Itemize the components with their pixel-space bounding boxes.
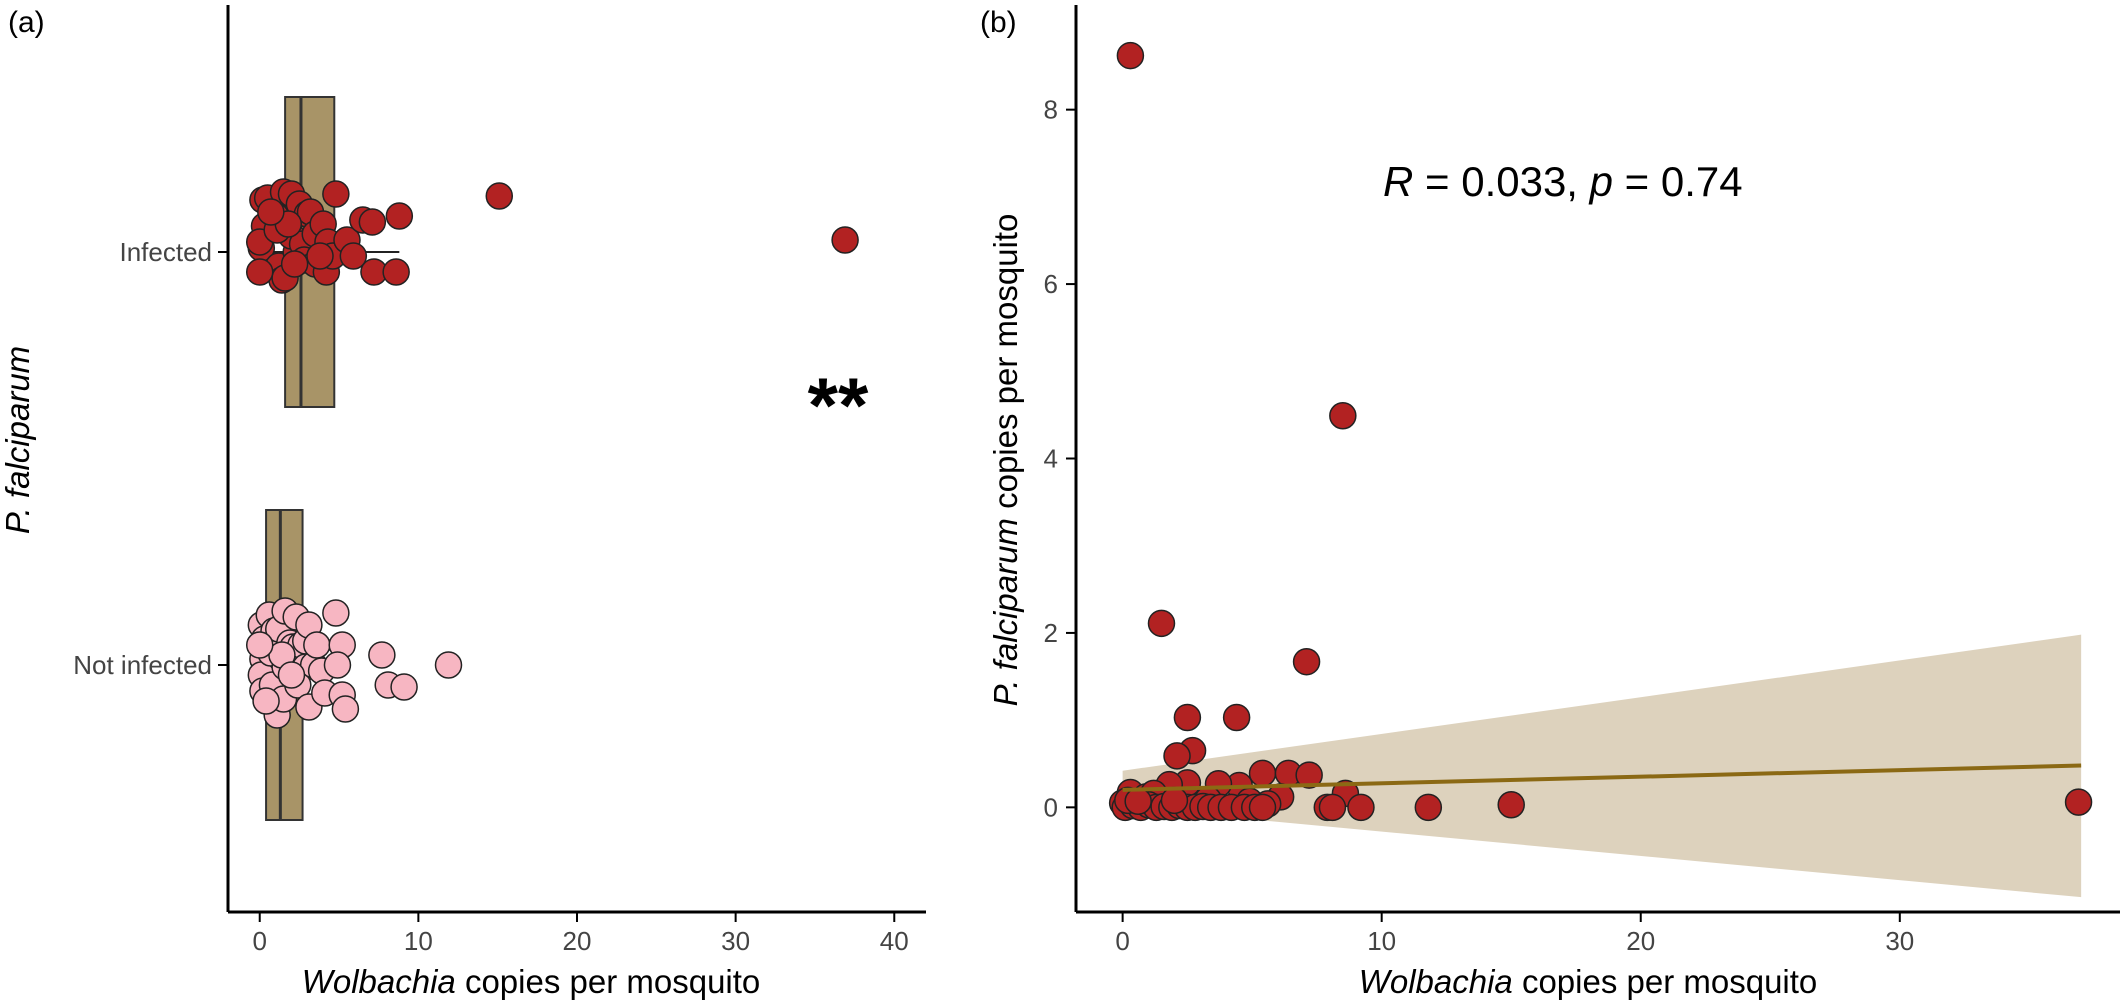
x-tick-label: 0	[252, 926, 266, 956]
scatter-point	[2064, 788, 2093, 816]
y-tick-label: Not infected	[73, 650, 212, 680]
data-point-not-infected	[252, 687, 280, 715]
panel-a-label: (a)	[8, 6, 45, 39]
data-point-infected	[485, 182, 514, 210]
x-tick-label: 30	[1885, 926, 1914, 956]
panel-b-x-title-italic: Wolbachia	[1359, 963, 1513, 1000]
x-tick-label: 20	[1626, 926, 1655, 956]
panel-b: (b) P. falciparum copies per mosquito Wo…	[980, 5, 2120, 1000]
scatter-point	[1347, 793, 1375, 822]
data-point-infected	[306, 242, 334, 270]
scatter-point	[1295, 761, 1323, 789]
y-tick-label: 8	[1044, 95, 1058, 125]
scatter-point	[1116, 41, 1145, 70]
scatter-point	[1248, 759, 1277, 788]
regression-line	[1122, 763, 2082, 792]
panel-a-x-title-italic: Wolbachia	[302, 963, 456, 1000]
scatter-point	[1248, 793, 1277, 822]
scatter-point	[1222, 703, 1251, 732]
panel-b-label: (b)	[980, 6, 1017, 39]
panel-b-confidence	[1122, 634, 2082, 898]
data-point-infected	[382, 258, 410, 286]
scatter-point	[1414, 793, 1443, 822]
scatter-point	[1124, 787, 1152, 815]
x-tick-label: 0	[1115, 926, 1129, 956]
panel-b-points	[1108, 41, 2093, 822]
data-point-infected	[280, 250, 309, 278]
data-point-infected	[831, 226, 859, 254]
data-point-not-infected	[303, 631, 331, 659]
r-symbol: R	[1383, 158, 1413, 205]
y-tick-label: 6	[1044, 269, 1058, 299]
data-point-not-infected	[323, 651, 352, 679]
panel-a: (a) P. falciparum Wolbachia copies per m…	[0, 5, 926, 1000]
scatter-point	[1160, 786, 1189, 815]
p-value-text: = 0.74	[1613, 158, 1743, 205]
panel-b-x-axis-title: Wolbachia copies per mosquito	[1359, 963, 1818, 1000]
scatter-point	[1292, 647, 1321, 676]
data-point-not-infected	[277, 661, 306, 689]
p-symbol: p	[1588, 158, 1613, 205]
data-point-infected	[385, 202, 414, 230]
y-tick-label: 4	[1044, 444, 1058, 474]
panel-b-y-axis-title: P. falciparum copies per mosquito	[987, 214, 1024, 707]
panel-a-x-axis-title: Wolbachia copies per mosquito	[302, 963, 761, 1000]
correlation-annotation: R = 0.033, p = 0.74	[1383, 158, 1743, 205]
data-point-not-infected	[390, 673, 418, 701]
scatter-point	[1329, 402, 1357, 430]
panel-b-y-title-italic: P. falciparum	[987, 518, 1024, 706]
panel-a-x-title-rest: copies per mosquito	[456, 963, 761, 1000]
y-tick-label: 0	[1044, 792, 1058, 822]
confidence-band	[1122, 634, 2082, 898]
data-point-infected	[358, 208, 387, 236]
y-tick-label: Infected	[119, 237, 212, 267]
data-point-not-infected	[245, 631, 274, 659]
panel-a-points	[245, 178, 859, 729]
panel-b-y-ticks: 0 2 4 6 8	[1044, 95, 1076, 822]
panel-b-y-title-rest: copies per mosquito	[987, 214, 1024, 519]
data-point-not-infected	[434, 651, 463, 679]
panel-b-x-ticks: 0 10 20 30	[1115, 912, 1914, 956]
panel-a-y-axis-title: P. falciparum	[0, 346, 36, 534]
data-point-not-infected	[322, 599, 350, 627]
x-tick-label: 10	[1367, 926, 1396, 956]
data-point-infected	[322, 180, 350, 208]
data-point-infected	[245, 258, 274, 286]
scatter-point	[1147, 609, 1176, 638]
panel-a-x-ticks: 0 10 20 30 40	[252, 912, 909, 956]
scatter-point	[1497, 790, 1525, 819]
r-value-text: = 0.033,	[1413, 158, 1589, 205]
scatter-point	[1173, 703, 1202, 732]
data-point-not-infected	[331, 695, 360, 723]
significance-marker: **	[808, 361, 869, 449]
panel-b-x-title-rest: copies per mosquito	[1513, 963, 1818, 1000]
panel-b-regression	[1122, 763, 2082, 792]
x-tick-label: 10	[404, 926, 433, 956]
data-point-infected	[257, 198, 285, 226]
x-tick-label: 30	[721, 926, 750, 956]
data-point-infected	[339, 242, 368, 270]
scatter-point	[1163, 742, 1191, 770]
x-tick-label: 20	[563, 926, 592, 956]
panel-a-y-ticks: Infected Not infected	[73, 237, 228, 680]
x-tick-label: 40	[880, 926, 909, 956]
data-point-not-infected	[368, 641, 396, 669]
y-tick-label: 2	[1044, 618, 1058, 648]
scatter-point	[1318, 793, 1347, 822]
